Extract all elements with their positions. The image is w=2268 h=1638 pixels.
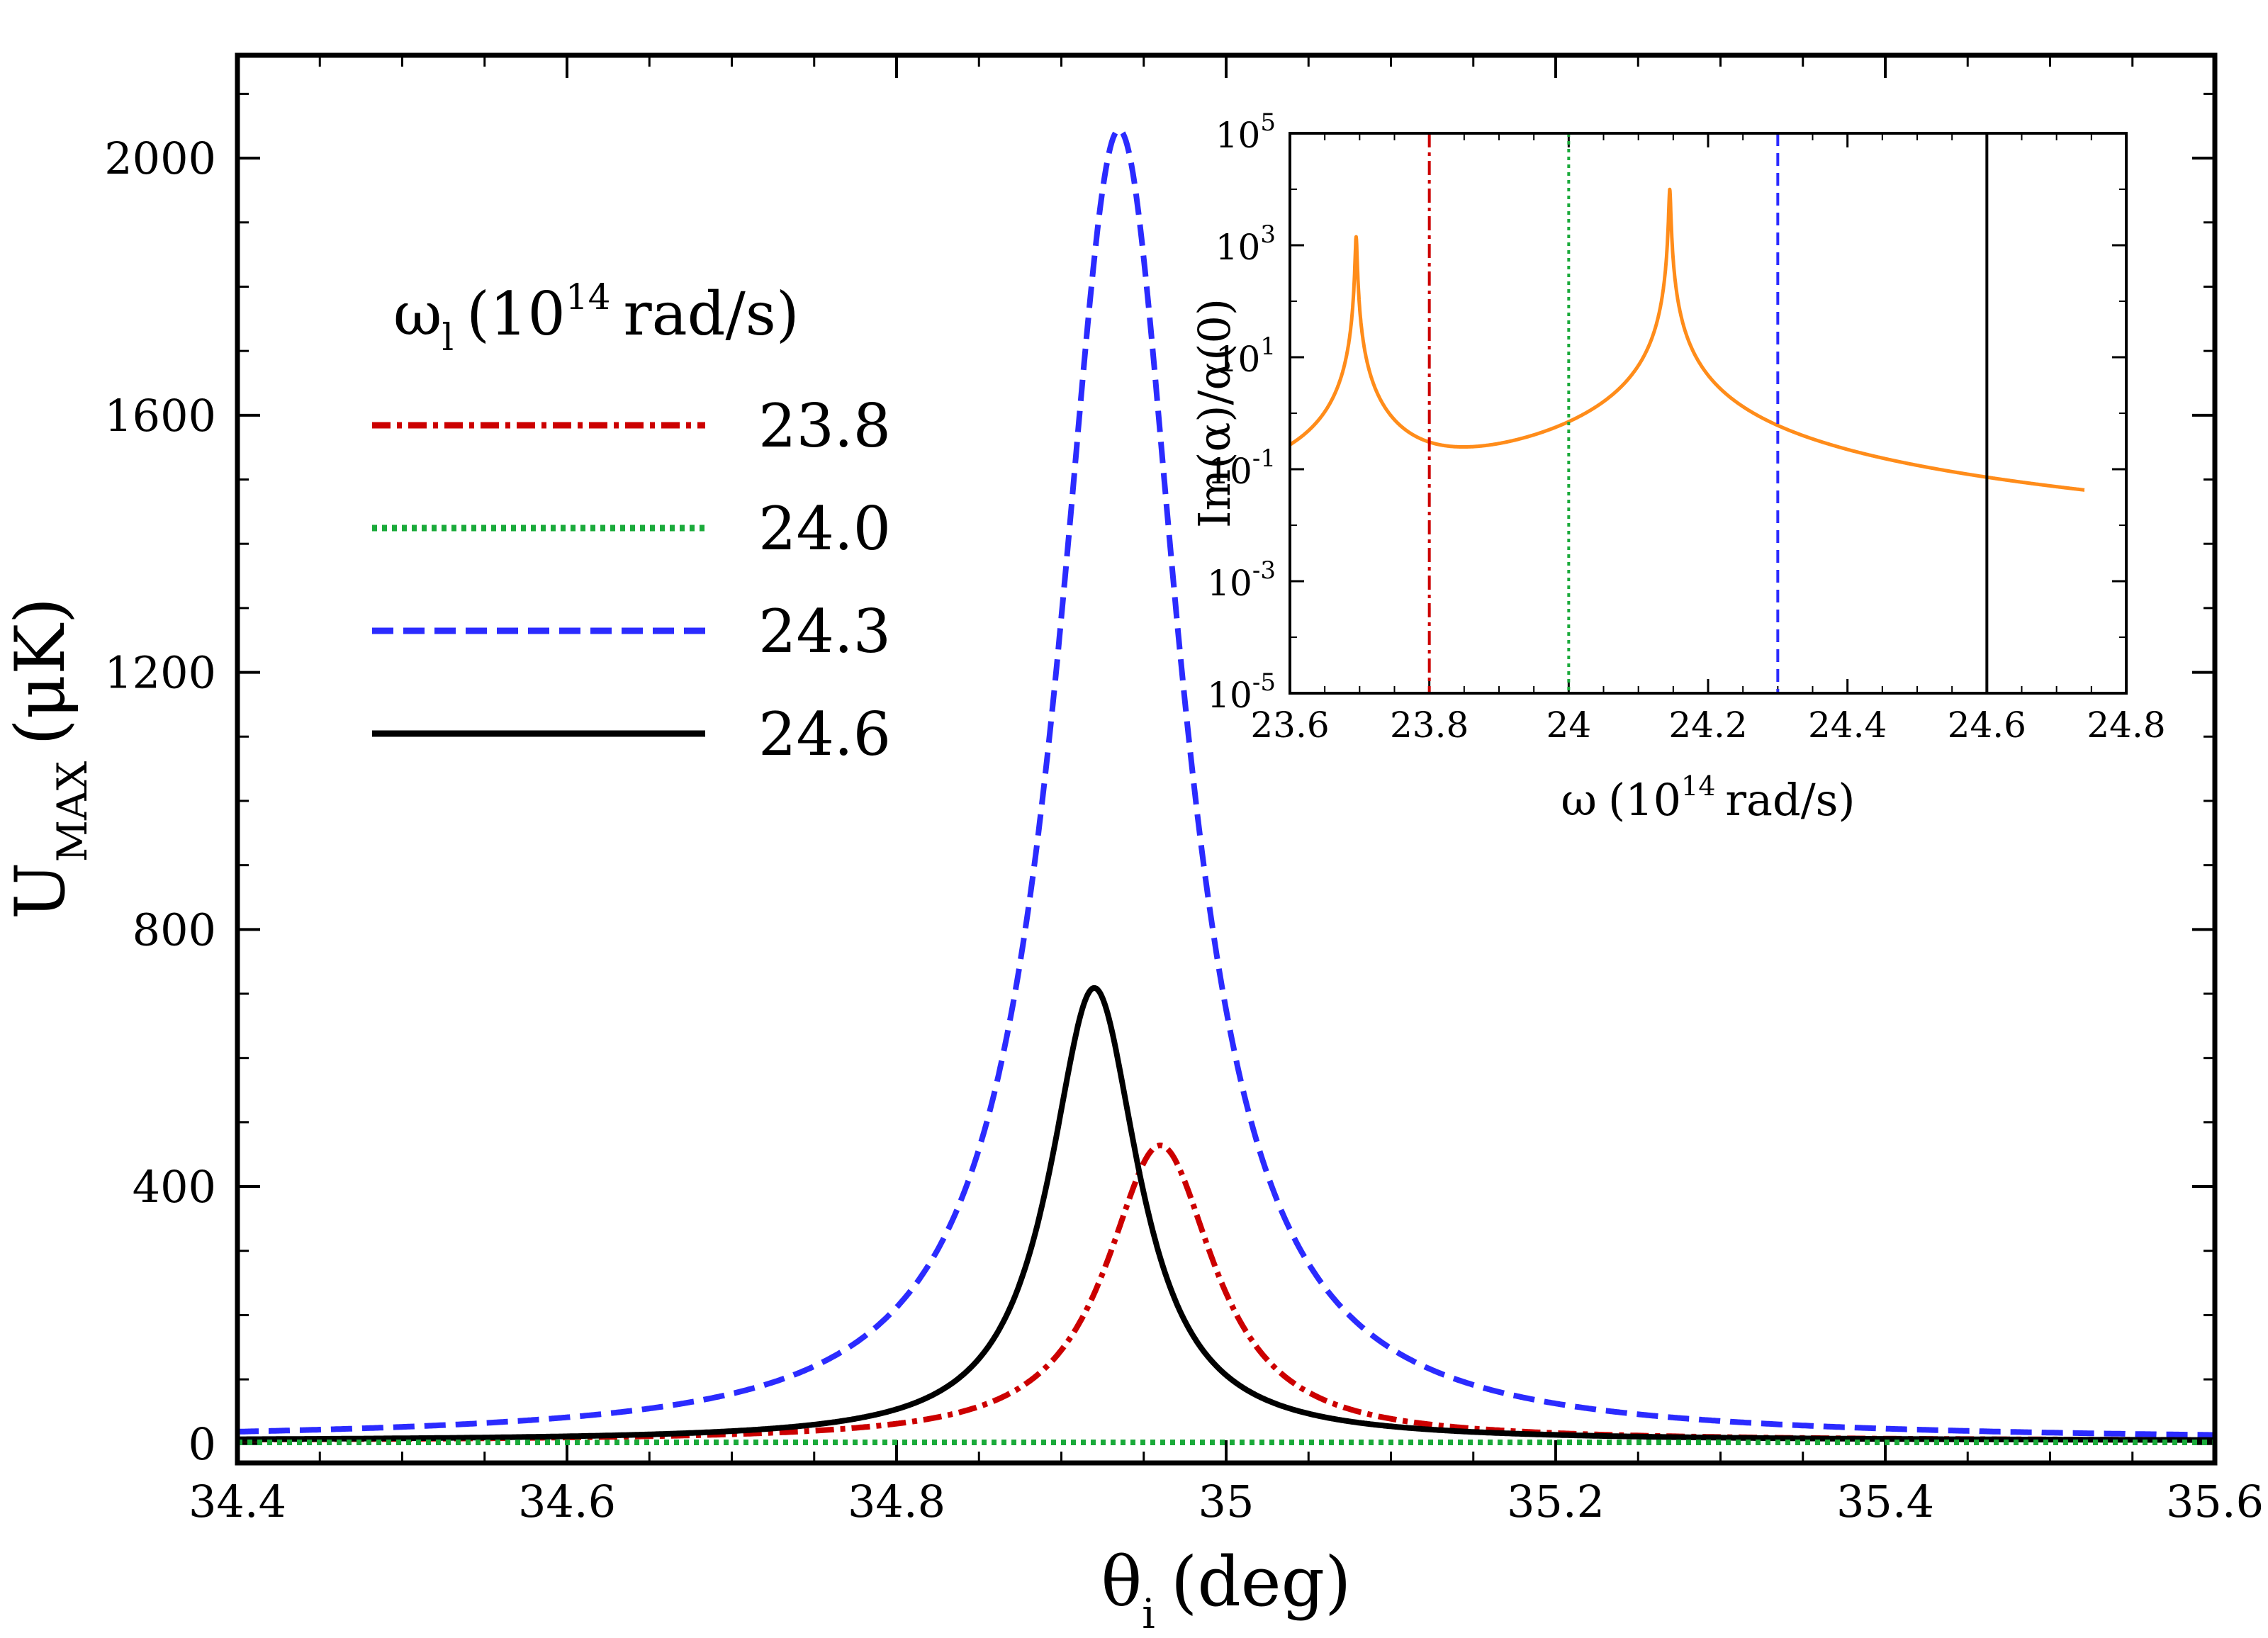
main-series bbox=[236, 127, 2216, 1445]
legend-items: 23.8 24.0 24.3 24.6 bbox=[372, 391, 891, 769]
inset-y-tick-label: 10-5 bbox=[1207, 668, 1276, 716]
inset-background bbox=[1290, 133, 2126, 693]
legend-title-close: rad/s) bbox=[623, 279, 799, 349]
x-tick-label: 35.2 bbox=[1507, 1476, 1605, 1527]
inset-x-tick-label: 24.8 bbox=[2087, 705, 2165, 746]
inset-x-title-sup: 14 bbox=[1681, 770, 1715, 802]
inset-x-title-open: (10 bbox=[1608, 774, 1681, 826]
main-y-axis-title: UMAX (μK) bbox=[1, 598, 96, 920]
inset-resonance-curve bbox=[1288, 187, 2087, 492]
inset-x-tick-label: 24.4 bbox=[1808, 705, 1887, 746]
main-chart: 34.4 34.6 34.8 35 35.2 35.4 35.6 0 400 800 1200 16… bbox=[1, 52, 2264, 1638]
main-y-tick-labels: 0 400 800 1200 1600 2000 bbox=[104, 133, 216, 1470]
legend-title-sub: l bbox=[442, 317, 454, 359]
y-tick-label: 2000 bbox=[104, 133, 216, 184]
x-tick-label: 35 bbox=[1198, 1476, 1254, 1527]
y-axis-title-main: U bbox=[1, 862, 80, 919]
inset-series bbox=[1288, 133, 2087, 693]
legend-label: 24.6 bbox=[758, 700, 891, 769]
legend-title-main: ω bbox=[393, 279, 442, 349]
legend-title: ωl (1014 rad/s) bbox=[393, 276, 799, 359]
inset-y-tick-label: 101 bbox=[1216, 332, 1276, 380]
x-tick-label: 34.8 bbox=[848, 1476, 945, 1527]
inset-y-tick-labels: 10-5 10-3 10-1 101 103 105 bbox=[1207, 108, 1276, 716]
x-tick-label: 35.6 bbox=[2166, 1476, 2264, 1527]
x-tick-label: 34.6 bbox=[518, 1476, 616, 1527]
x-axis-title-unit: (deg) bbox=[1171, 1542, 1352, 1622]
inset-y-axis-title: Im(α)/α(0) bbox=[1189, 298, 1240, 528]
series-line-24.6 bbox=[236, 985, 2216, 1443]
y-tick-label: 1600 bbox=[104, 390, 216, 442]
series-line-24.3 bbox=[236, 127, 2216, 1438]
inset-x-tick-labels: 23.6 23.8 24 24.2 24.4 24.6 24.8 bbox=[1250, 705, 2165, 746]
inset-x-title-close: rad/s) bbox=[1725, 774, 1855, 826]
inset-x-tick-label: 24.6 bbox=[1948, 705, 2026, 746]
inset-y-tick-label: 103 bbox=[1216, 220, 1276, 268]
x-tick-label: 35.4 bbox=[1836, 1476, 1934, 1527]
x-axis-title-sub: i bbox=[1142, 1590, 1155, 1638]
legend-title-sup: 14 bbox=[566, 276, 611, 318]
main-x-axis-title: θi (deg) bbox=[1101, 1542, 1352, 1638]
y-tick-label: 800 bbox=[133, 904, 216, 955]
y-tick-label: 0 bbox=[189, 1418, 216, 1470]
y-tick-label: 1200 bbox=[104, 647, 216, 699]
legend-label: 24.3 bbox=[758, 597, 891, 666]
main-plot-frame bbox=[235, 52, 2218, 1466]
y-axis-title-sub: MAX bbox=[48, 761, 96, 862]
inset-x-axis-title: ω (1014 rad/s) bbox=[1561, 770, 1855, 826]
main-x-tick-labels: 34.4 34.6 34.8 35 35.2 35.4 35.6 bbox=[189, 1476, 2264, 1527]
inset-y-tick-label: 105 bbox=[1216, 108, 1276, 156]
x-tick-label: 34.4 bbox=[189, 1476, 286, 1527]
inset-x-tick-label: 23.6 bbox=[1250, 705, 1329, 746]
legend: ωl (1014 rad/s) 23.8 24.0 24.3 24.6 bbox=[372, 276, 891, 769]
inset-plot-frame bbox=[1289, 132, 2128, 695]
y-axis-title-unit: (μK) bbox=[1, 598, 80, 746]
y-tick-label: 400 bbox=[133, 1161, 216, 1213]
inset-x-tick-label: 23.8 bbox=[1390, 705, 1469, 746]
inset-x-tick-label: 24.2 bbox=[1668, 705, 1747, 746]
series-line-23.8 bbox=[236, 1143, 2216, 1443]
inset-x-title-main: ω bbox=[1561, 774, 1597, 826]
x-axis-title-main: θ bbox=[1101, 1542, 1143, 1622]
legend-label: 24.0 bbox=[758, 494, 891, 563]
inset-y-tick-label: 10-3 bbox=[1207, 556, 1276, 604]
inset-y-tick-label: 10-1 bbox=[1207, 444, 1276, 492]
inset-chart: 23.6 23.8 24 24.2 24.4 24.6 24.8 10-510-310-11… bbox=[1189, 108, 2166, 826]
legend-title-open: (10 bbox=[466, 279, 566, 349]
inset-x-tick-label: 24 bbox=[1546, 705, 1592, 746]
legend-label: 23.8 bbox=[758, 391, 891, 461]
